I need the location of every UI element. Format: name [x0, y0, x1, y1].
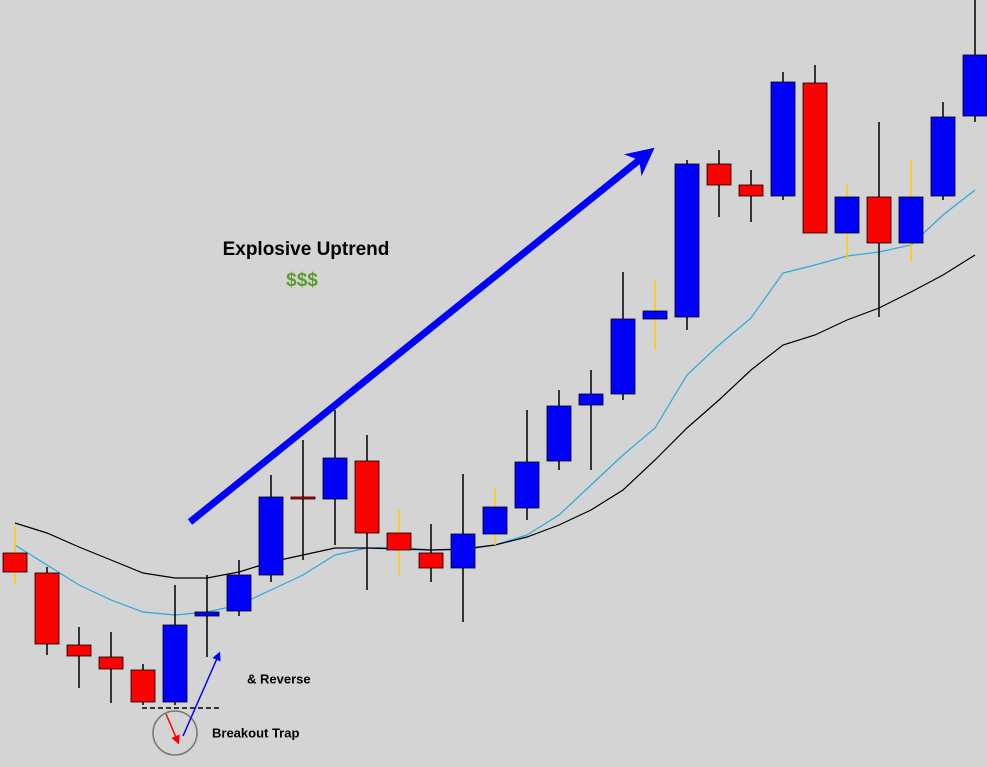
- candle-body: [706, 163, 732, 186]
- trend-arrow: [187, 147, 655, 525]
- candle-body: [386, 532, 412, 551]
- candle-body: [898, 196, 924, 244]
- down-arrow: [165, 713, 180, 745]
- candle-body: [546, 405, 572, 462]
- annotation: Breakout Trap: [212, 725, 299, 740]
- candle-body: [258, 496, 284, 576]
- annotation: $$$: [286, 270, 318, 291]
- trap-circle: [152, 710, 198, 756]
- candle-body: [770, 81, 796, 197]
- candle-body: [834, 196, 860, 234]
- candle-body: [642, 310, 668, 320]
- candle-body: [930, 116, 956, 197]
- candle-body: [738, 184, 764, 197]
- candle-body: [578, 393, 604, 406]
- annotation: Explosive Uptrend: [223, 239, 390, 260]
- candle-body: [66, 644, 92, 657]
- candle-body: [130, 669, 156, 703]
- candle-body: [2, 552, 28, 573]
- candle-body: [322, 457, 348, 500]
- candle-body: [98, 656, 124, 670]
- candle-body: [514, 461, 540, 509]
- candle-body: [162, 624, 188, 703]
- candle-body: [802, 82, 828, 234]
- candle-body: [418, 552, 444, 569]
- candle-body: [290, 496, 316, 500]
- candle-body: [354, 460, 380, 534]
- annotation: & Reverse: [247, 671, 311, 686]
- candle-body: [226, 574, 252, 612]
- candle-body: [450, 533, 476, 569]
- candle-body: [482, 506, 508, 535]
- candle-body: [674, 163, 700, 318]
- candle-body: [34, 572, 60, 645]
- candle-body: [866, 196, 892, 244]
- candle-body: [610, 318, 636, 395]
- up-arrow: [182, 651, 221, 737]
- candle-body: [962, 54, 987, 117]
- candle-body: [194, 611, 220, 617]
- plot-area: [2, 0, 987, 705]
